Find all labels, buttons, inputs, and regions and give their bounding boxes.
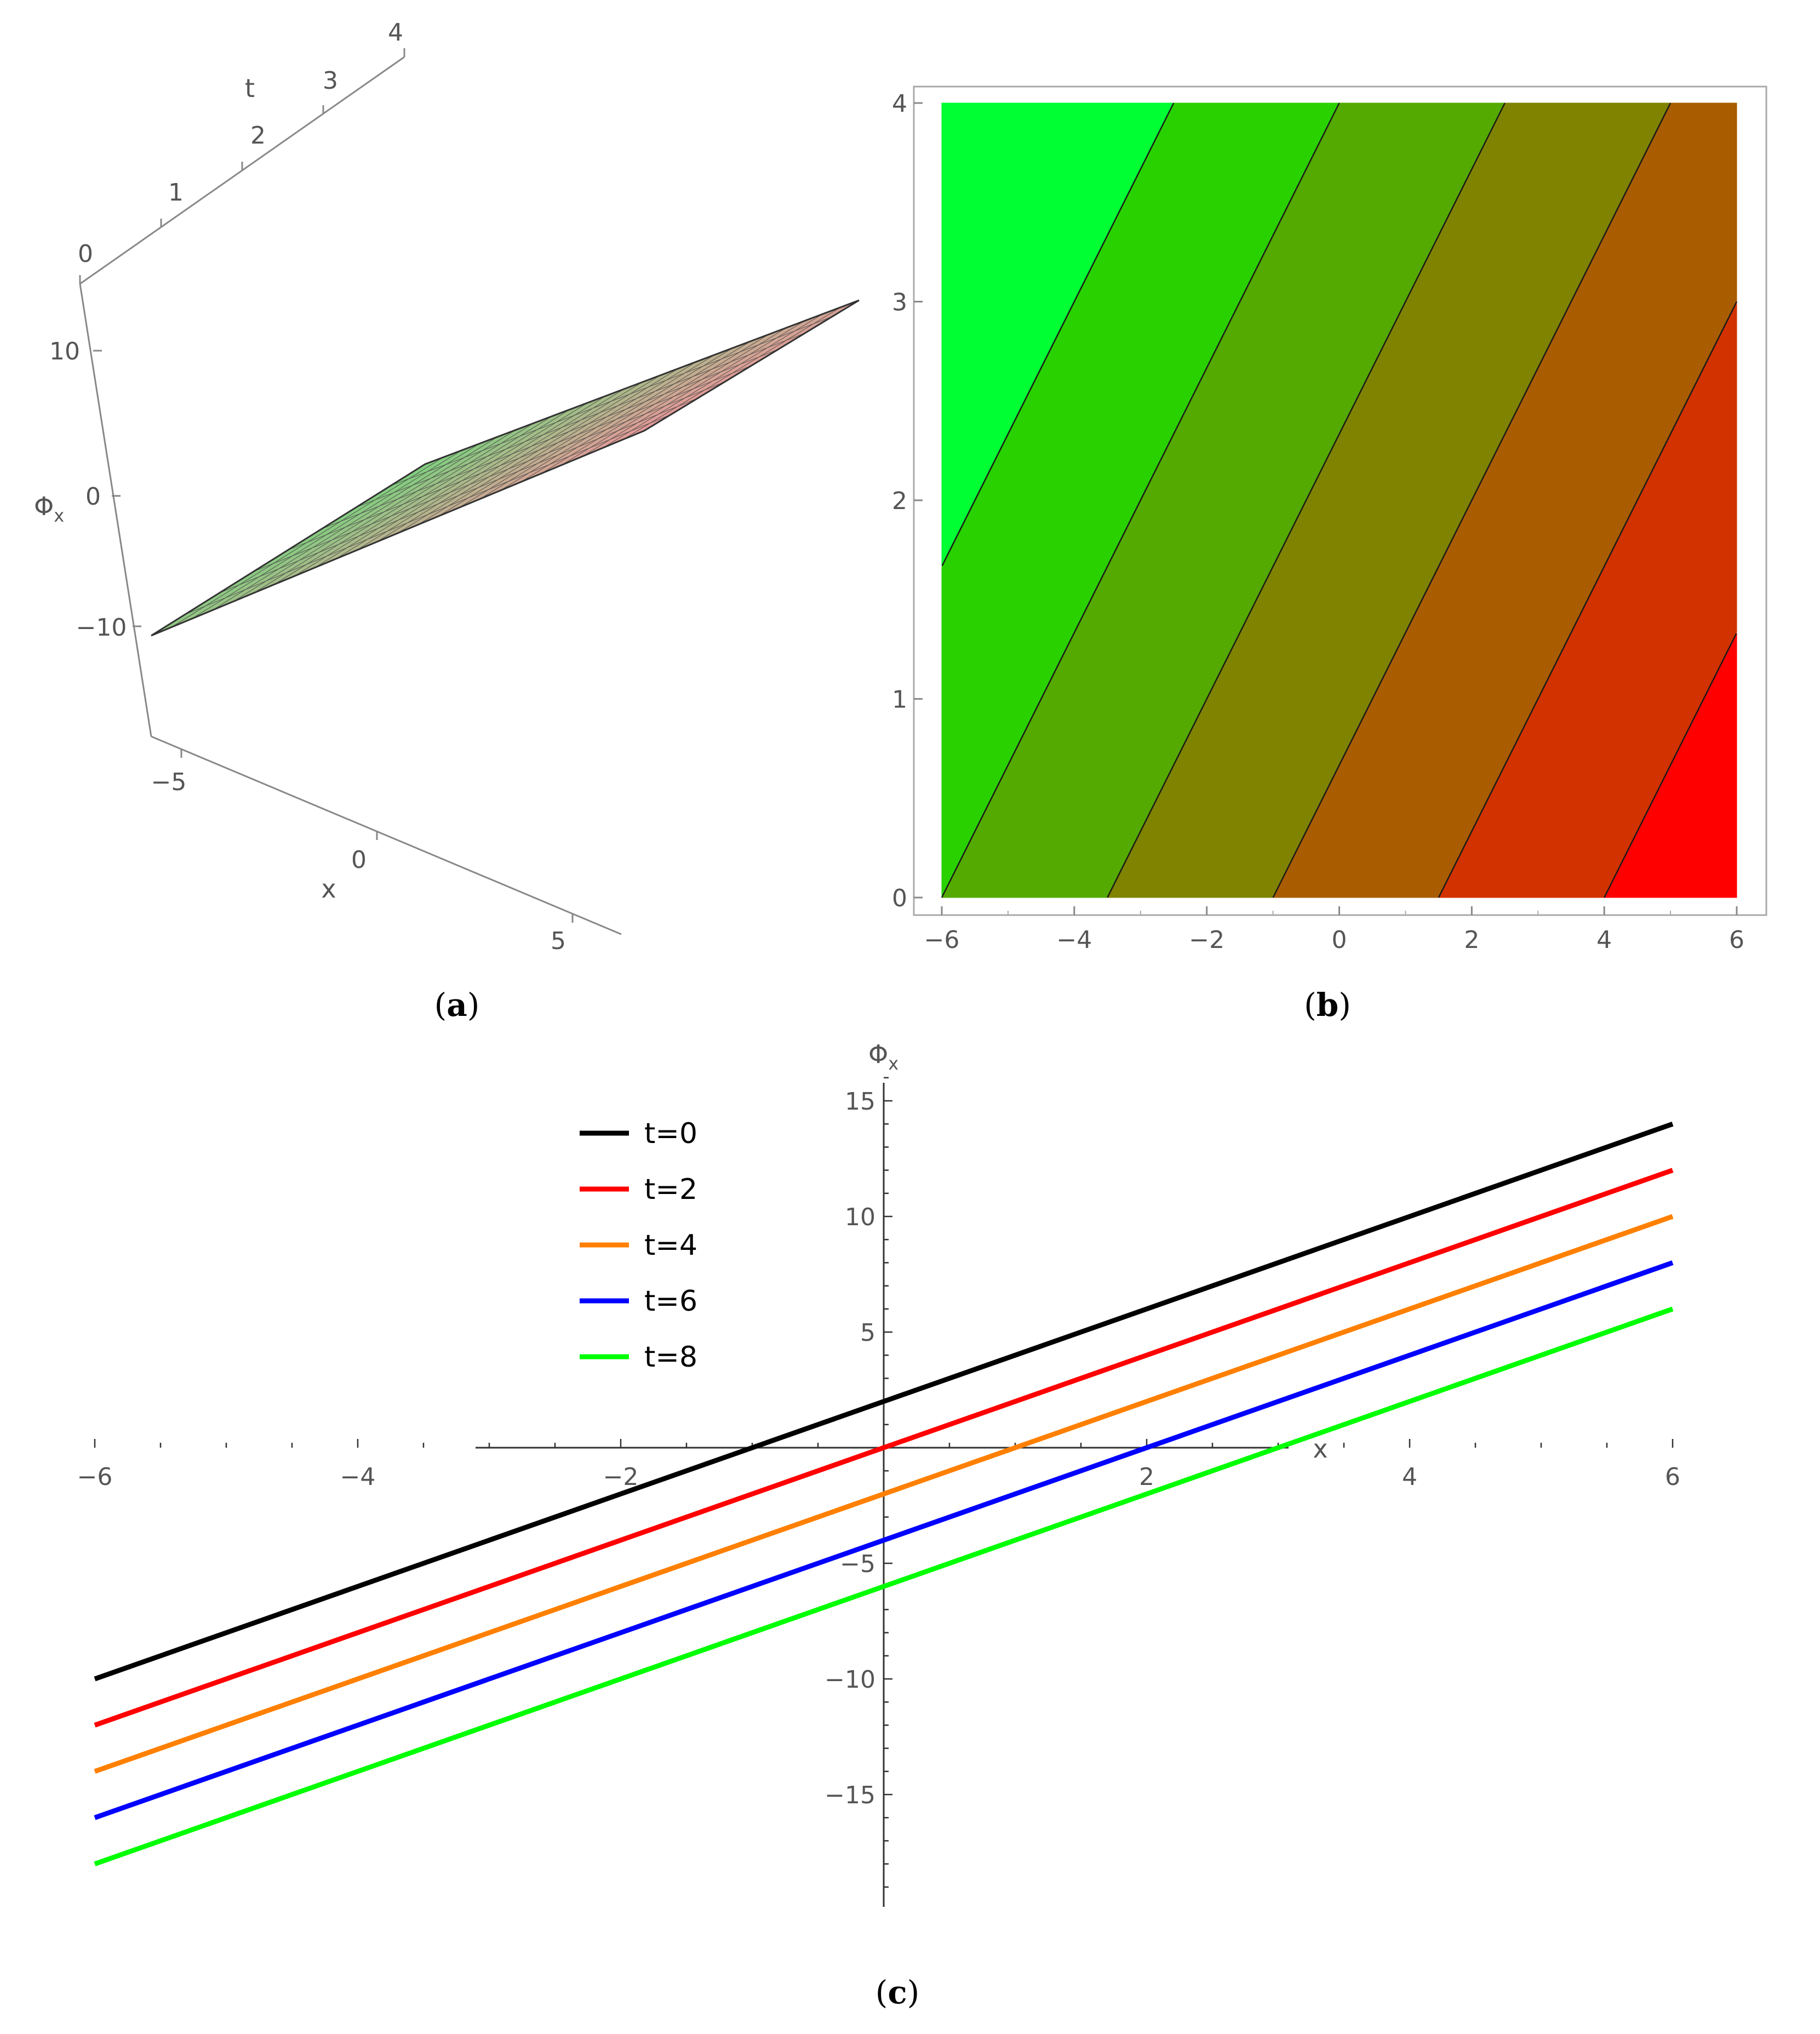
legend: t=0 t=2 t=4 t=6 t=8 [580,1117,697,1374]
x-tick-label: −6 [924,926,960,954]
contour-bands [941,102,1737,898]
contour-line [1438,301,1738,898]
y-tick-label: −10 [825,1666,875,1694]
series-line-t-6 [94,1260,1674,1820]
t-tick-label: 1 [168,179,184,207]
y-axis-label: Φx [868,1039,898,1074]
contour-line [941,102,1340,898]
x-tick-label: −4 [340,1463,376,1491]
x-tick-label: −2 [1189,926,1224,954]
y-tick-label: 2 [892,487,907,515]
x-tick-label: 2 [1464,926,1479,954]
contour-line [941,102,1175,567]
contour-y-tick-labels: 0 1 2 3 4 [892,90,907,912]
series-line-t-4 [94,1214,1674,1774]
legend-label: t=0 [644,1117,697,1150]
t-tick-label: 4 [388,19,403,47]
contour-line [1272,102,1672,898]
contour-line [1107,102,1506,898]
x-tick-label: −6 [77,1463,113,1491]
series-line-t-0 [94,1121,1674,1682]
y-tick-label: 3 [892,289,907,317]
panel-a-box-edges [79,56,622,935]
legend-label: t=8 [644,1341,697,1374]
line-series-group [94,1121,1674,1866]
z-axis-tick-labels: 10 0 −10 [49,338,127,642]
x-tick-label: 6 [1729,926,1744,954]
y-tick-label: 5 [860,1319,875,1347]
contour-lines [941,102,1738,898]
x-tick-label: 6 [1665,1463,1680,1491]
x-tick-label: 0 [351,846,367,874]
y-tick-label: 15 [845,1088,875,1116]
panel-b-caption: (b) [1304,986,1351,1024]
t-tick-label: 3 [323,67,338,95]
x-tick-label: 4 [1402,1463,1417,1491]
x-axis-label: x [1313,1434,1327,1464]
x-tick-label: −5 [151,768,187,796]
panel-a-caption: (a) [434,986,480,1024]
surface-outline [151,299,860,637]
series-line-t-2 [94,1168,1674,1728]
x-axis-label: x [321,874,336,904]
panel-c-caption: (c) [875,1974,920,2011]
panel-a-surface-plot: 0 1 2 3 4 t 10 0 −10 Φx −5 0 5 x [34,19,860,1024]
line-plot-y-tick-labels: 15 10 5 −5 −10 −15 [825,1088,875,1809]
t-axis-tick-labels: 0 1 2 3 4 [78,19,403,268]
t-axis-ticks [79,48,405,284]
z-tick-label: 10 [49,338,80,365]
x-axis-line [151,735,622,935]
t-tick-label: 0 [78,240,93,268]
x-tick-label: 4 [1596,926,1612,954]
z-axis-label: Φx [34,492,64,526]
surface-mesh [151,299,860,637]
legend-label: t=6 [644,1285,697,1318]
z-tick-label: 0 [85,483,101,511]
x-tick-label: 5 [551,927,566,955]
x-axis-tick-labels: −5 0 5 [151,768,566,955]
legend-label: t=4 [644,1229,697,1262]
t-tick-label: 2 [250,122,266,150]
z-axis-ticks [93,350,141,627]
line-plot-x-tick-labels: −6 −4 −2 2 4 6 [77,1463,1680,1491]
y-tick-label: 0 [892,884,907,912]
contour-line [1604,633,1737,898]
x-tick-label: 0 [1332,926,1347,954]
x-tick-label: −2 [603,1463,639,1491]
surface-patch [795,306,842,331]
contour-x-tick-labels: −6 −4 −2 0 2 4 6 [924,926,1744,954]
z-axis-line [79,283,152,737]
x-axis-ticks [180,749,574,923]
x-tick-label: 2 [1139,1463,1154,1491]
y-tick-label: 10 [845,1203,875,1231]
panel-b-contour-plot: −6 −4 −2 0 2 4 6 0 1 2 3 4 (b) [892,85,1767,1024]
surface-patch [171,597,226,627]
y-tick-label: 4 [892,90,907,118]
y-tick-label: −15 [825,1781,875,1809]
series-line-t-8 [94,1306,1674,1866]
y-tick-label: 1 [892,686,907,714]
x-tick-label: −4 [1056,926,1092,954]
t-axis-label: t [245,73,255,103]
contour-axis-ticks [914,102,1738,915]
legend-label: t=2 [644,1173,697,1206]
panel-c-line-plot: −6 −4 −2 2 4 6 15 10 5 −5 −10 −15 x Φx t… [77,1039,1680,2011]
z-tick-label: −10 [76,614,127,642]
